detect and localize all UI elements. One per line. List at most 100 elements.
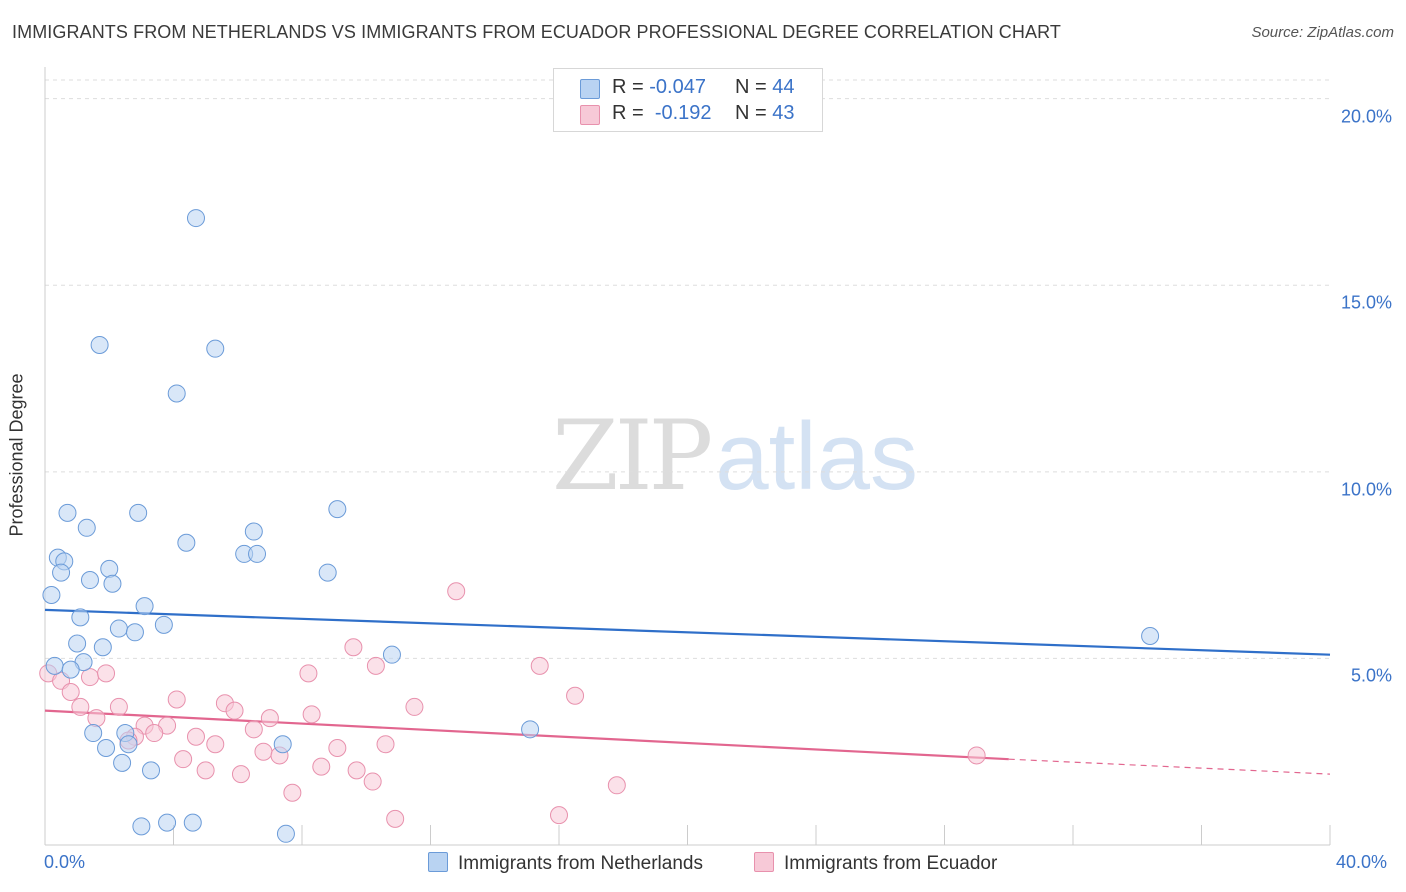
source-label: Source: ZipAtlas.com [1251,24,1394,41]
ecuador-point [386,809,405,828]
ecuador-point [196,761,215,780]
y-tick-label: 5.0% [1350,665,1392,686]
ecuador-point [145,724,164,743]
grid-layer [45,79,1330,659]
ecuador-point [167,690,186,709]
watermark-atlas: atlas [715,403,918,510]
netherlands-point [58,503,77,522]
legend-ecuador-swatch [754,852,774,872]
netherlands-point [186,209,205,228]
ecuador-point [344,638,363,657]
netherlands-point [52,563,71,582]
legend-ecuador-label: Immigrants from Ecuador [784,853,998,874]
netherlands-point [113,753,132,772]
netherlands-point [80,571,99,590]
ecuador-point [61,683,80,701]
netherlands-point [382,645,401,664]
ecuador-point [87,709,106,728]
netherlands-point [125,623,144,642]
netherlands-point [71,608,90,627]
ecuador-point [328,738,347,757]
ecuador-point [254,742,273,761]
ecuador-point [186,727,205,746]
netherlands-point [93,638,112,657]
netherlands-point [68,634,87,653]
ecuador-point [244,720,263,739]
netherlands-point [142,761,161,780]
netherlands-point [158,813,177,832]
r-stat-ecuador: R = -0.192 [612,102,712,124]
legend-item-netherlands[interactable]: Immigrants from Netherlands [428,852,703,875]
n-value-ecuador: 43 [772,102,795,124]
netherlands-point [84,724,103,743]
ecuador-trend-extension [1008,758,1331,775]
netherlands-point [328,500,347,519]
ecuador-point [566,686,585,705]
ecuador-point [109,697,128,716]
netherlands-point [244,522,263,541]
ecuador-point [347,761,366,780]
watermark: ZIPatlas [552,400,918,512]
r-stat-netherlands: R = -0.047 [612,76,706,98]
legend-netherlands-label: Immigrants from Netherlands [458,853,703,874]
legend-netherlands-swatch [428,852,448,872]
legend-item-ecuador[interactable]: Immigrants from Ecuador [754,852,997,875]
netherlands-point [97,738,116,757]
netherlands-point [77,518,96,537]
ecuador-point [283,783,302,802]
n-value-netherlands: 44 [772,76,795,98]
y-axis-label: Professional Degree [6,373,27,537]
x-tick-label-max: 40.0% [1336,852,1388,872]
chart-title: IMMIGRANTS FROM NETHERLANDS VS IMMIGRANT… [12,22,1061,42]
netherlands-point [132,817,151,836]
netherlands-point [1141,627,1160,646]
ecuador-point [447,582,466,601]
netherlands-point [119,735,138,754]
stats-legend: R = -0.047 N = 44 R = -0.192 N = 43 [553,68,823,132]
ecuador-point [607,776,626,795]
netherlands-point [276,824,295,843]
axis-layer [44,67,1331,846]
netherlands-point [90,335,109,354]
ecuador-swatch [580,105,600,125]
point-layer [39,209,1160,843]
watermark-zip: ZIP [552,400,713,512]
ecuador-point [225,701,244,720]
netherlands-point [42,585,61,604]
netherlands-point [521,720,540,739]
netherlands-point [183,813,202,832]
ecuador-point [530,656,549,675]
netherlands-point [273,735,292,754]
ecuador-point [405,697,424,716]
netherlands-swatch [580,79,600,99]
ecuador-point [71,697,90,716]
ecuador-point [97,664,116,683]
netherlands-point [177,533,196,552]
x-tick-label-min: 0.0% [44,852,86,872]
n-stat-netherlands: N = 44 [735,76,795,98]
netherlands-point [109,619,128,638]
netherlands-point [103,574,122,593]
netherlands-point [248,544,267,563]
ecuador-point [299,664,318,683]
netherlands-point [135,597,154,616]
y-tick-label: 15.0% [1340,292,1392,313]
netherlands-point [61,660,80,679]
y-tick-label: 20.0% [1340,106,1392,127]
ecuador-point [967,746,986,765]
ecuador-point [363,772,382,791]
r-value-ecuador: -0.192 [654,102,712,124]
ecuador-point [312,757,331,776]
netherlands-point [206,339,225,358]
trend-layer [44,608,1331,775]
ecuador-point [206,735,225,754]
netherlands-point [154,615,173,634]
netherlands-trend-line [44,608,1331,656]
netherlands-point [318,563,337,582]
ecuador-point [302,705,321,724]
netherlands-point [129,503,148,522]
ecuador-point [366,656,385,675]
ecuador-point [550,806,568,825]
netherlands-point [45,656,64,675]
